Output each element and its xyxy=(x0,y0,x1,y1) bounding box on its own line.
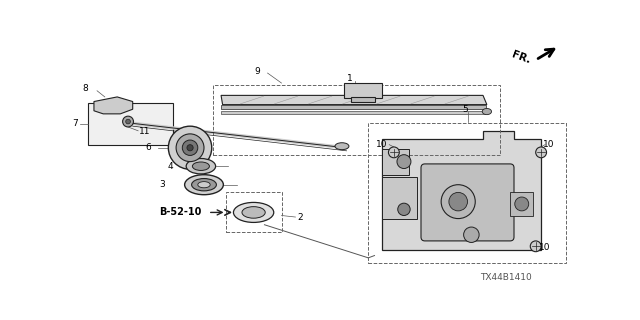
Polygon shape xyxy=(221,111,485,114)
Text: B-52-10: B-52-10 xyxy=(159,207,202,217)
Text: 11: 11 xyxy=(139,127,150,136)
Bar xyxy=(368,123,566,263)
Circle shape xyxy=(388,147,399,158)
Bar xyxy=(382,148,410,175)
Ellipse shape xyxy=(191,179,216,191)
Bar xyxy=(510,192,533,215)
Circle shape xyxy=(123,116,134,127)
Text: 5: 5 xyxy=(462,105,468,114)
Circle shape xyxy=(515,197,529,211)
Text: 4: 4 xyxy=(168,162,173,171)
Text: 6: 6 xyxy=(145,143,151,152)
Ellipse shape xyxy=(184,175,223,195)
Text: 10: 10 xyxy=(543,140,555,149)
Circle shape xyxy=(536,147,547,158)
Circle shape xyxy=(187,145,193,151)
Bar xyxy=(226,192,282,232)
Text: 7: 7 xyxy=(73,119,79,128)
Bar xyxy=(88,103,173,145)
Polygon shape xyxy=(221,95,487,105)
Text: 10: 10 xyxy=(376,140,388,149)
FancyBboxPatch shape xyxy=(421,164,514,241)
Ellipse shape xyxy=(234,203,274,222)
Bar xyxy=(213,84,500,156)
Text: 2: 2 xyxy=(297,213,303,222)
Circle shape xyxy=(397,203,410,215)
Text: 3: 3 xyxy=(159,180,165,189)
Ellipse shape xyxy=(193,162,209,171)
Circle shape xyxy=(531,241,541,252)
Ellipse shape xyxy=(335,143,349,150)
Text: 9: 9 xyxy=(254,67,260,76)
Circle shape xyxy=(168,126,212,169)
Circle shape xyxy=(176,134,204,162)
Bar xyxy=(382,177,417,219)
Polygon shape xyxy=(382,131,541,250)
Bar xyxy=(351,97,374,101)
Bar xyxy=(344,83,382,99)
Ellipse shape xyxy=(482,108,492,115)
Text: TX44B1410: TX44B1410 xyxy=(481,273,532,282)
Text: 10: 10 xyxy=(539,243,550,252)
Circle shape xyxy=(182,140,198,156)
Ellipse shape xyxy=(242,207,265,218)
Circle shape xyxy=(463,227,479,243)
Circle shape xyxy=(125,119,131,124)
Text: FR.: FR. xyxy=(510,50,532,66)
Circle shape xyxy=(397,155,411,169)
Circle shape xyxy=(449,192,467,211)
Polygon shape xyxy=(94,97,132,114)
Ellipse shape xyxy=(198,182,210,188)
Circle shape xyxy=(441,185,476,219)
Polygon shape xyxy=(221,105,486,109)
Ellipse shape xyxy=(186,158,216,174)
Text: 1: 1 xyxy=(347,74,353,83)
Text: 8: 8 xyxy=(82,84,88,93)
